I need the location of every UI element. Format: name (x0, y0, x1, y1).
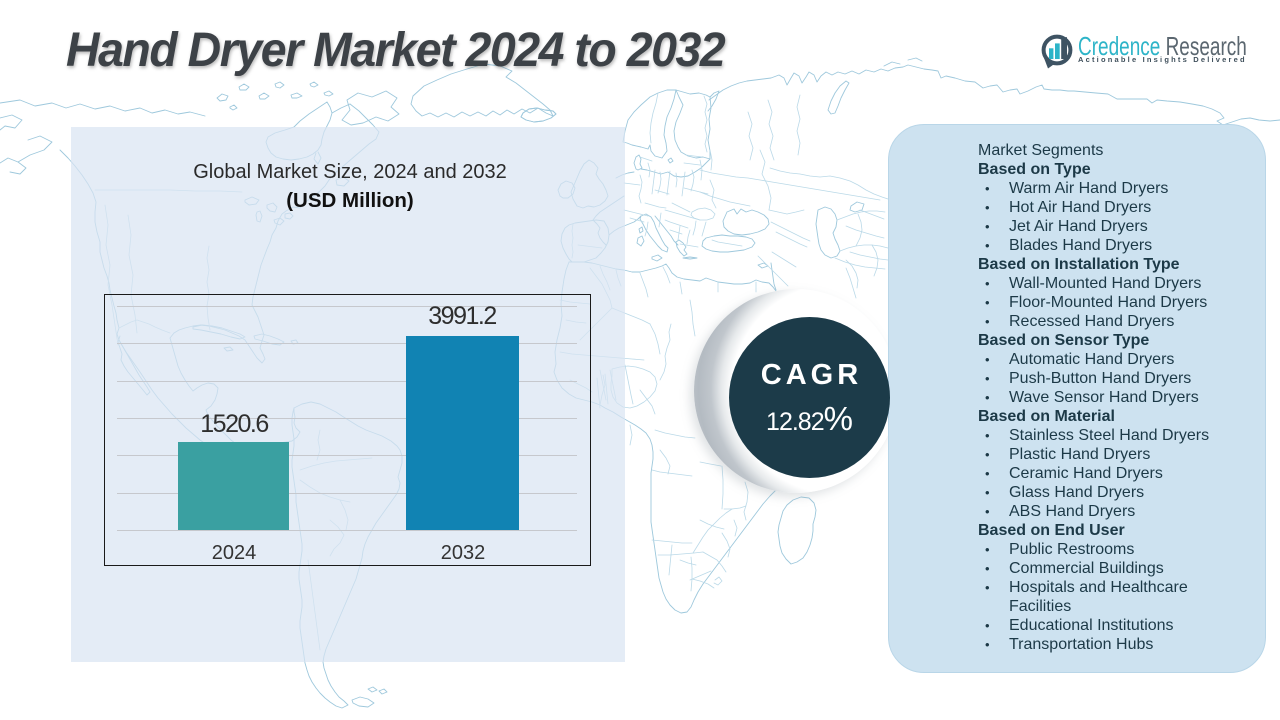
svg-text:Actionable Insights Delivered: Actionable Insights Delivered (1078, 55, 1247, 64)
svg-text:Credence Research: Credence Research (1078, 33, 1247, 61)
